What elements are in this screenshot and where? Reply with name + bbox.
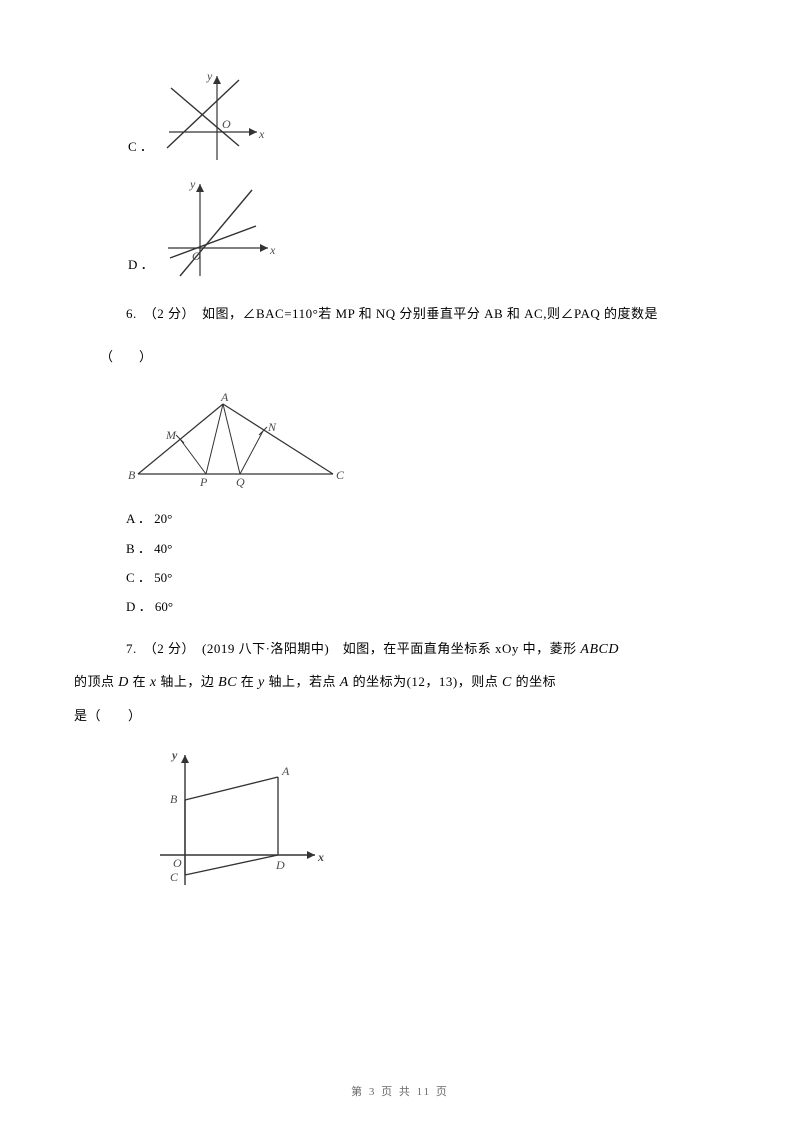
svg-text:O: O [192,249,201,263]
svg-text:N: N [267,420,277,434]
svg-text:C: C [170,870,179,884]
q7-l2a: 的顶点 [74,674,118,689]
q7-text: 7. （2 分） (2019 八下·洛阳期中) 如图，在平面直角坐标系 xOy … [100,633,700,731]
q6-opt-a: A ． 20° [126,507,700,530]
svg-text:y: y [206,69,213,83]
q7-l3: 是（ ） [74,708,142,723]
q7-l1a: 7. （2 分） (2019 八下·洛阳期中) 如图，在平面直角坐标系 xOy … [126,641,580,656]
svg-text:Q: Q [236,475,245,489]
svg-text:D: D [275,858,285,872]
q6-text: 6. （2 分） 如图，∠BAC=110°若 MP 和 NQ 分别垂直平分 AB… [100,300,700,329]
svg-text:B: B [128,468,136,482]
svg-text:P: P [199,475,208,489]
figure-d-label: D ． [128,251,154,286]
svg-text:y: y [189,177,196,191]
q6-opt-d: D ． 60° [126,595,700,618]
q6-paren: （ ） [100,343,700,372]
svg-text:x: x [317,850,324,864]
q7-l2d: 在 [237,674,258,689]
svg-text:O: O [222,117,231,131]
q6-opt-c: C ． 50° [126,566,700,589]
q7-l2e: 轴上，若点 [265,674,340,689]
q7-svg: y x O A B C D [150,745,330,895]
q6-stem: 6. （2 分） 如图，∠BAC=110°若 MP 和 NQ 分别垂直平分 AB… [126,306,658,321]
q6-figure: A B C M N P Q [128,389,700,489]
q7-l2b: 在 [129,674,150,689]
q7-l2c: 轴上，边 [157,674,219,689]
page-footer: 第 3 页 共 11 页 [0,1080,800,1104]
q7-A: A [340,675,349,690]
q6-svg: A B C M N P Q [128,389,348,489]
svg-text:O: O [173,856,182,870]
svg-text:A: A [220,390,229,404]
figure-d-row: D ． O x y [128,176,700,286]
svg-text:x: x [269,243,276,257]
page: C ． O x y D ． O [0,0,800,1132]
q7-BC: BC [218,675,237,690]
figure-c-label: C ． [128,133,153,168]
q7-l2g: 的坐标 [512,674,556,689]
svg-text:A: A [281,764,290,778]
svg-text:x: x [258,127,265,141]
q7-abcd: ABCD [580,642,619,657]
svg-text:C: C [336,468,345,482]
q7-figure: y x O A B C D [150,745,700,895]
q7-D: D [118,675,129,690]
svg-text:M: M [165,428,177,442]
q6-opt-b: B ． 40° [126,537,700,560]
q7-y: y [258,675,265,690]
figure-d-svg: O x y [160,176,280,286]
q7-x: x [150,675,157,690]
figure-c-svg: O x y [159,68,269,168]
svg-text:B: B [170,792,178,806]
q7-l2f: 的坐标为(12，13)，则点 [349,674,502,689]
q7-C: C [502,675,512,690]
svg-text:y: y [170,748,178,762]
figure-c-row: C ． O x y [128,68,700,168]
